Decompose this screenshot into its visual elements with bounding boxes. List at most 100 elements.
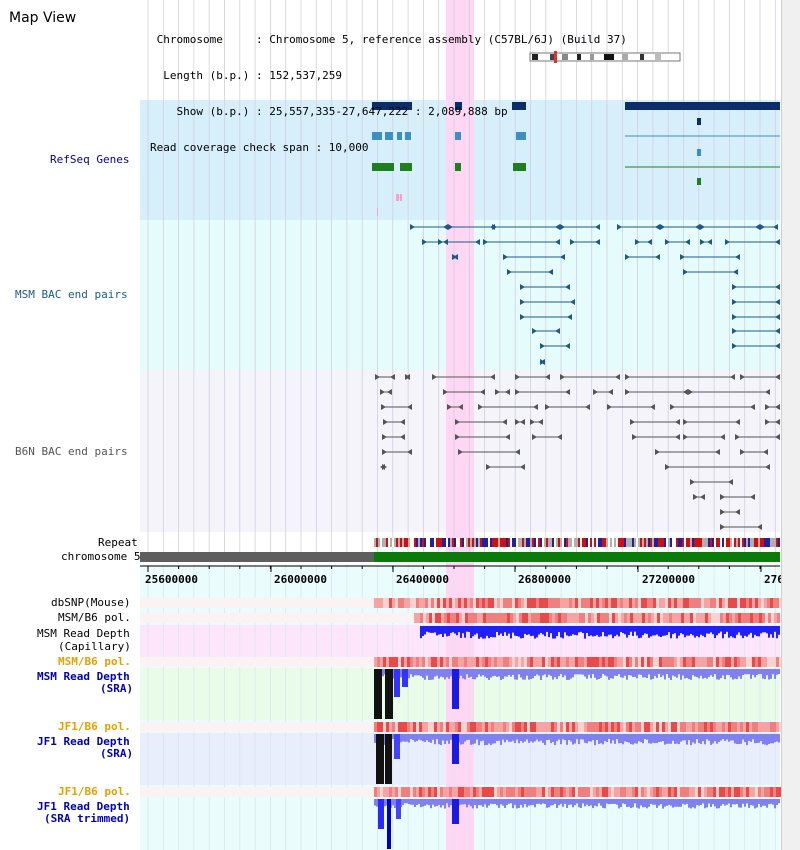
repeat-segment: [776, 538, 778, 547]
jf1-b6-pol-strip: [755, 722, 758, 732]
jf1-trimmed-depth-bar: [628, 799, 630, 807]
dbsnp-strip: [641, 598, 644, 608]
msm-sra-depth-bar: [700, 669, 702, 676]
msm-b6-pol-strip: [768, 613, 771, 623]
repeat-segment: [432, 538, 434, 547]
jf1-trimmed-depth-bar: [590, 799, 592, 806]
track-label-chromosome[interactable]: chromosome 5: [61, 550, 141, 563]
track-label-refseq-genes[interactable]: RefSeq Genes: [50, 153, 130, 166]
msm-capillary-depth-bar: [492, 626, 494, 638]
repeat-segment: [438, 538, 440, 547]
msm-b6-pol-strip: [656, 657, 659, 667]
jf1-sra-depth-bar: [664, 734, 666, 745]
dbsnp-strip: [521, 598, 524, 608]
jf1-sra-depth-bar: [424, 734, 426, 742]
jf1-trimmed-depth-bar: [422, 799, 424, 807]
track-label-b6n-bac[interactable]: B6N BAC end pairs: [15, 445, 128, 458]
jf1-trimmed-depth-bar: [656, 799, 658, 808]
track-label-jf1-depth-sra[interactable]: JF1 Read Depth: [37, 735, 130, 748]
msm-b6-pol-strip: [543, 613, 546, 623]
msm-bac-pair-end: [555, 239, 560, 245]
b6n-bac-pair-end: [757, 524, 762, 530]
msm-b6-pol-strip: [741, 613, 744, 623]
jf1-trimmed-depth-bar: [604, 799, 606, 809]
msm-capillary-depth-bar: [724, 626, 726, 634]
msm-sra-depth-bar: [720, 669, 722, 679]
repeat-segment: [556, 538, 558, 547]
jf1-trimmed-depth-bar: [744, 799, 746, 807]
repeat-segment: [684, 538, 686, 547]
track-label-repeat[interactable]: Repeat: [98, 536, 138, 549]
jf1-sra-depth-bar: [588, 734, 590, 742]
msm-b6-pol-strip: [515, 657, 518, 667]
track-label-jf1-b6-pol-1[interactable]: JF1/B6 pol.: [58, 720, 131, 733]
gene-feature: [397, 132, 402, 140]
jf1-b6-pol-strip: [449, 787, 452, 797]
msm-sra-depth-bar: [666, 669, 668, 674]
jf1-sra-depth-bar: [540, 734, 542, 741]
jf1-trimmed-depth-bar: [648, 799, 650, 807]
repeat-segment: [506, 538, 508, 547]
msm-sra-depth-bar: [778, 669, 780, 675]
track-label-dbsnp[interactable]: dbSNP(Mouse): [51, 596, 131, 609]
jf1-trimmed-depth-bar: [716, 799, 718, 809]
msm-sra-depth-bar: [682, 669, 684, 676]
dbsnp-strip: [665, 598, 668, 608]
gene-feature: [512, 102, 526, 110]
msm-bac-pair-end: [438, 239, 443, 245]
msm-sra-depth-bar: [530, 669, 532, 680]
msm-b6-pol-strip: [674, 657, 677, 667]
repeat-segment: [766, 538, 768, 547]
msm-b6-pol-strip: [479, 657, 482, 667]
jf1-trimmed-depth-bar: [618, 799, 620, 809]
dbsnp-strip: [389, 598, 392, 608]
repeat-segment: [446, 538, 448, 547]
track-label-msm-b6-pol-1[interactable]: MSM/B6 pol.: [58, 611, 131, 624]
msm-capillary-depth-bar: [768, 626, 770, 638]
msm-b6-pol-strip: [485, 657, 488, 667]
jf1-sra-depth-bar: [682, 734, 684, 741]
b6n-bac-pair-end: [505, 434, 510, 440]
msm-b6-pol-strip: [540, 613, 543, 623]
msm-capillary-depth-bar: [510, 626, 512, 639]
track-label-jf1-b6-pol-2[interactable]: JF1/B6 pol.: [58, 785, 131, 798]
track-label-msm-depth-capillary[interactable]: MSM Read Depth: [37, 627, 130, 640]
jf1-b6-pol-strip: [767, 722, 770, 732]
msm-bac-pair-end: [725, 239, 730, 245]
jf1-trimmed-depth-bar: [728, 799, 730, 804]
jf1-b6-pol-strip: [722, 787, 725, 797]
jf1-b6-pol-strip: [563, 787, 566, 797]
msm-capillary-depth-bar: [620, 626, 622, 632]
msm-b6-pol-strip: [621, 613, 624, 623]
dbsnp-strip: [542, 598, 545, 608]
vertical-scrollbar[interactable]: [781, 0, 800, 850]
jf1-b6-pol-strip: [473, 722, 476, 732]
jf1-trimmed-depth-bar: [664, 799, 666, 807]
repeat-segment: [674, 538, 676, 547]
msm-capillary-depth-bar: [526, 626, 528, 635]
jf1-trimmed-depth-bar: [674, 799, 676, 807]
b6n-bac-pair-end: [765, 464, 770, 470]
track-label-msm-bac[interactable]: MSM BAC end pairs: [15, 288, 128, 301]
jf1-trimmed-depth-bar: [756, 799, 758, 808]
jf1-b6-pol-strip: [689, 722, 692, 732]
track-label-msm-depth-sra[interactable]: MSM Read Depth: [37, 670, 130, 683]
track-label-jf1-depth-trimmed[interactable]: JF1 Read Depth: [37, 800, 130, 813]
jf1-b6-pol-strip: [443, 722, 446, 732]
msm-b6-pol-strip: [689, 657, 692, 667]
dbsnp-strip: [776, 598, 779, 608]
repeat-segment: [754, 538, 756, 547]
jf1-b6-pol-strip: [704, 787, 707, 797]
jf1-trimmed-depth-bar: [546, 799, 548, 808]
msm-b6-pol-strip: [426, 613, 429, 623]
msm-b6-pol-strip: [422, 657, 425, 667]
msm-b6-pol-strip: [432, 613, 435, 623]
jf1-trimmed-depth-bar: [630, 799, 632, 809]
dbsnp-strip: [407, 598, 410, 608]
msm-bac-pair-end: [732, 299, 737, 305]
jf1-sra-depth-bar: [652, 734, 654, 743]
msm-capillary-depth-bar: [442, 626, 444, 638]
jf1-sra-depth-bar: [552, 734, 554, 742]
repeat-segment: [656, 538, 658, 547]
track-label-msm-b6-pol-2[interactable]: MSM/B6 pol.: [58, 655, 131, 668]
